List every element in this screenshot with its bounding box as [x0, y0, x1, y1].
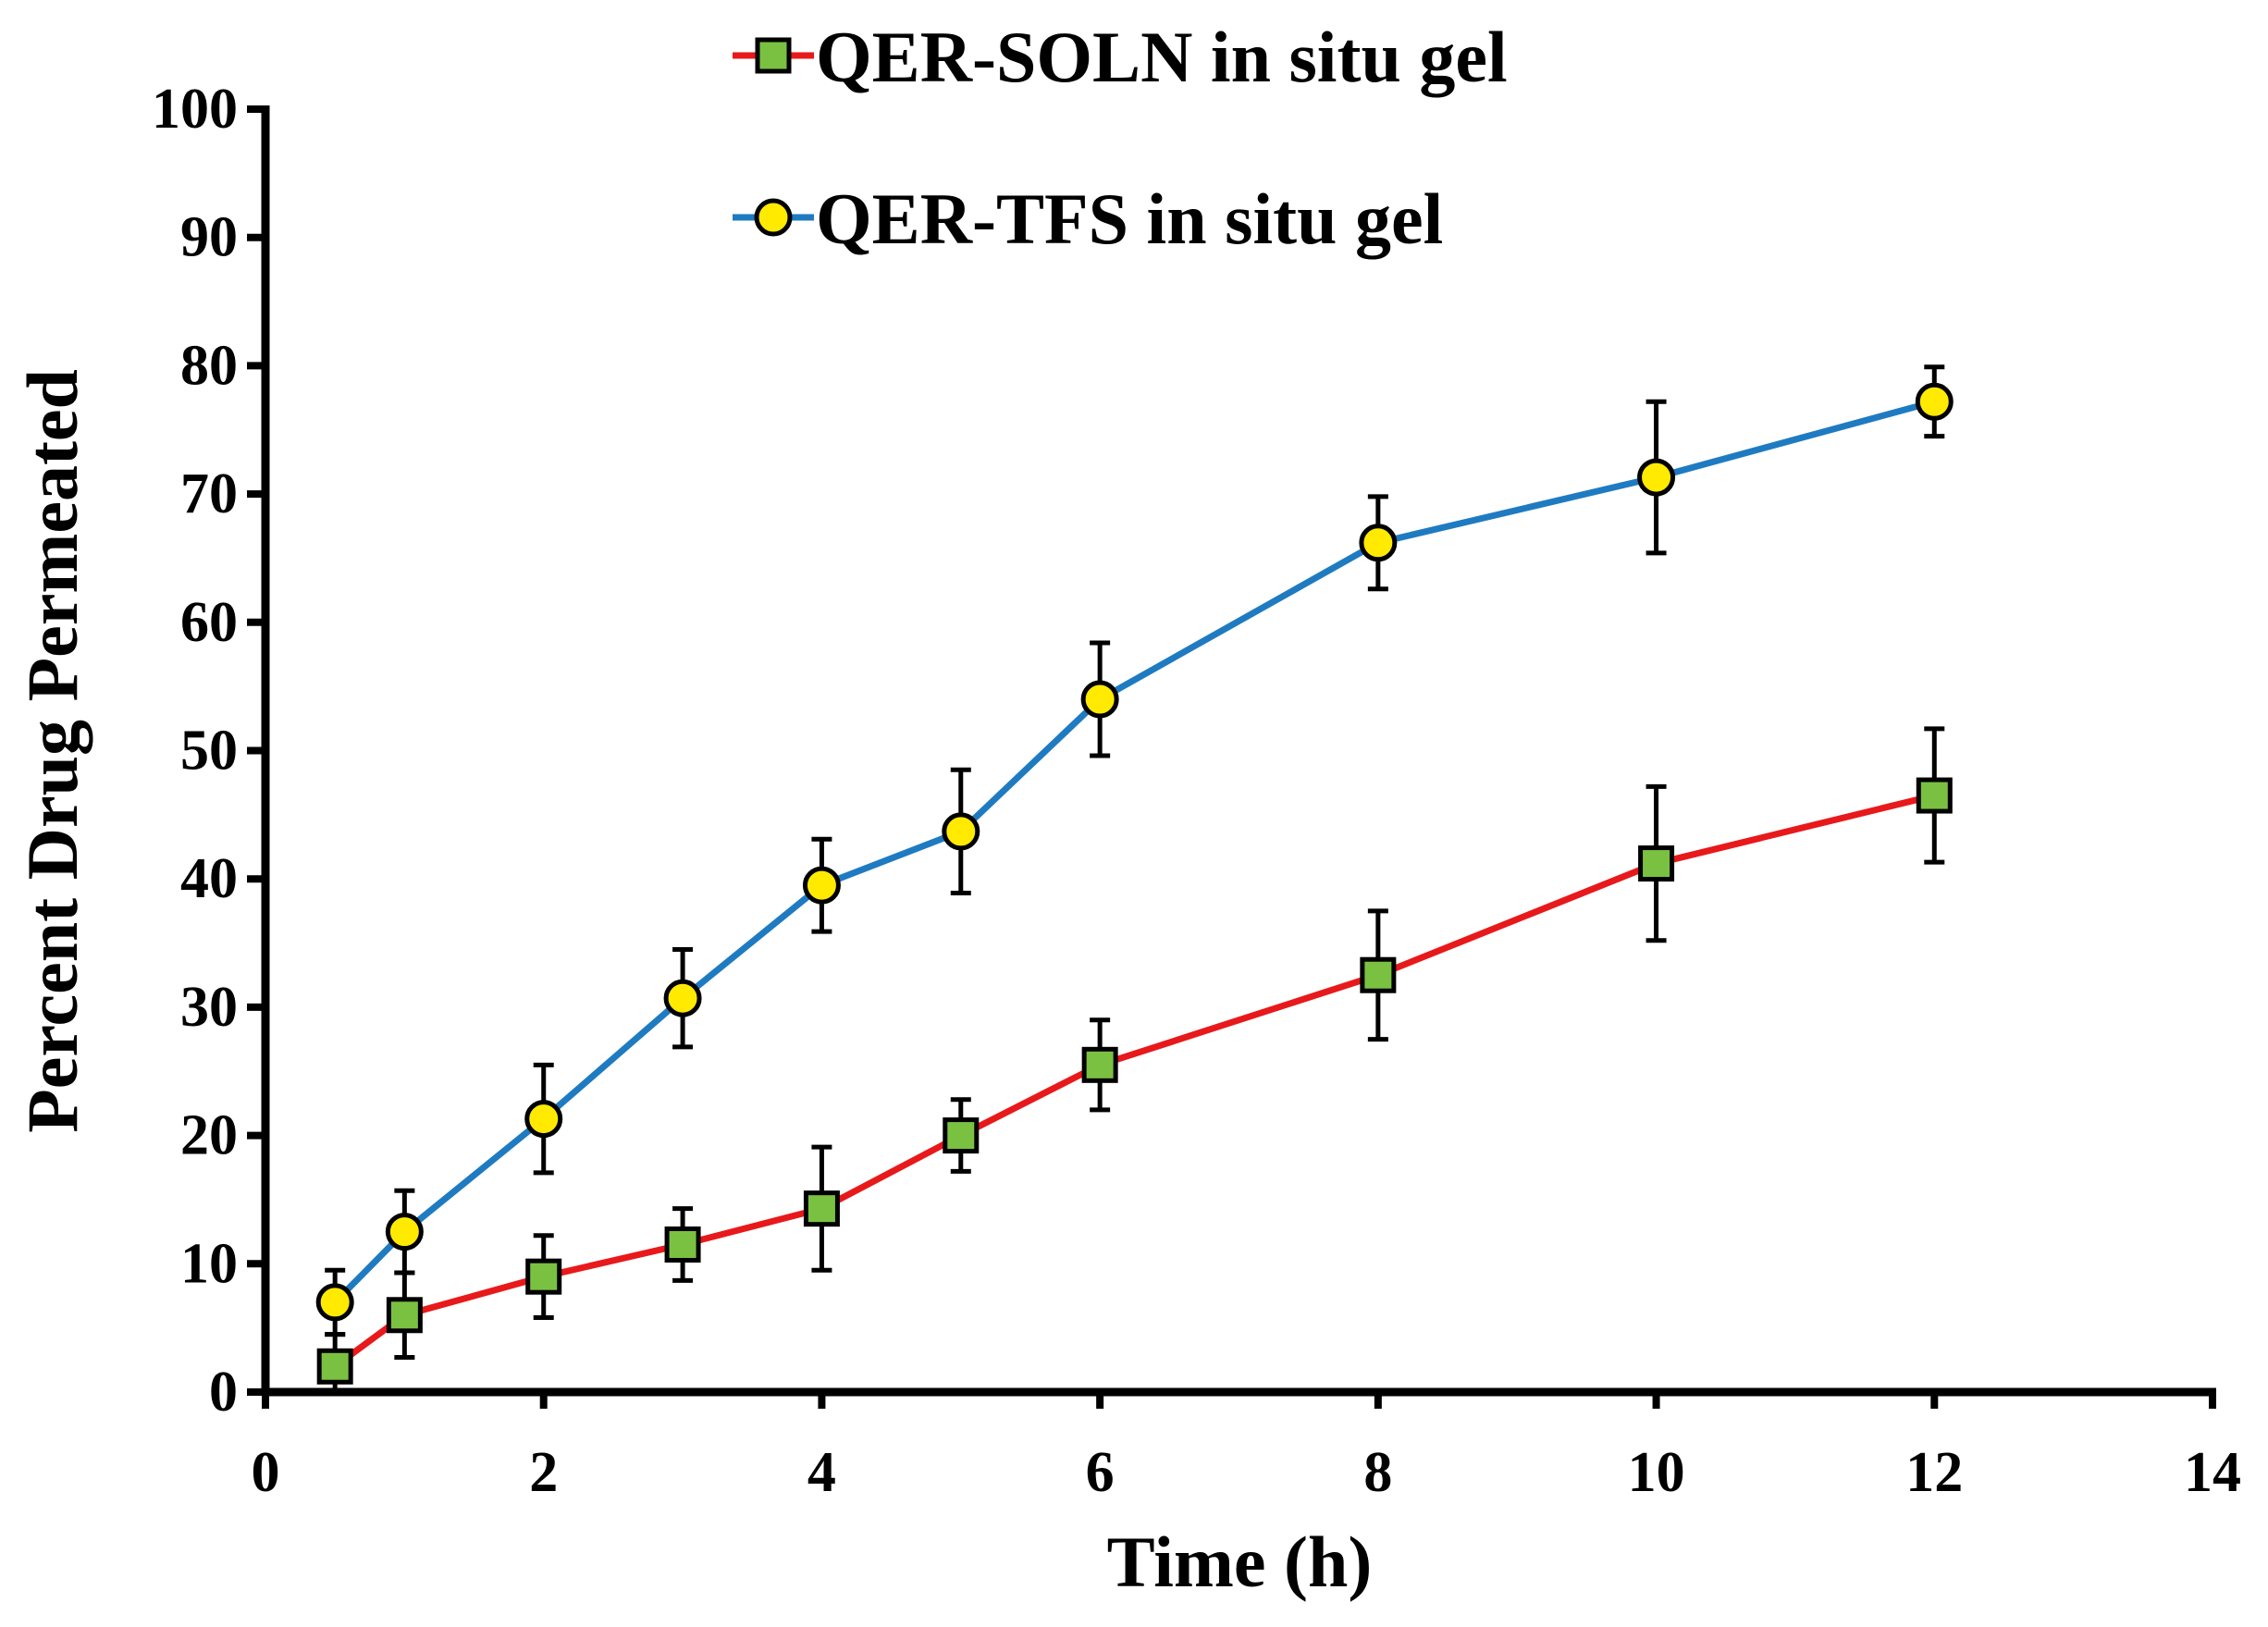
x-tick-label: 6 [1086, 1441, 1115, 1504]
data-point-circle [942, 812, 980, 851]
x-tick-label: 8 [1363, 1441, 1392, 1504]
data-point-square [386, 1297, 423, 1334]
data-point-square [1638, 845, 1675, 882]
legend-marker-square [755, 37, 792, 74]
data-point-square [525, 1258, 562, 1295]
legend-label: QER-TFS in situ gel [816, 179, 1443, 259]
y-tick-label: 20 [180, 1104, 238, 1167]
data-point-square [1360, 956, 1397, 993]
y-axis-title: Percent Drug Permeated [12, 369, 92, 1133]
data-point-circle [1637, 458, 1676, 497]
y-tick-label: 40 [180, 847, 238, 910]
y-tick-label: 70 [180, 462, 238, 525]
y-tick-label: 80 [180, 334, 238, 397]
data-point-square [943, 1117, 980, 1154]
x-tick-label: 0 [252, 1441, 280, 1504]
data-point-circle [315, 1283, 354, 1322]
series-2 [315, 364, 1954, 1337]
data-point-circle [1080, 680, 1119, 719]
data-point-circle [663, 979, 702, 1017]
y-tick-label: 0 [209, 1361, 238, 1424]
legend-label: QER-SOLN in situ gel [816, 17, 1508, 97]
series-1 [316, 726, 1953, 1395]
x-tick-label: 10 [1628, 1441, 1685, 1504]
series-line [332, 398, 1936, 1305]
plot-area [315, 364, 1954, 1395]
y-tick-label: 10 [180, 1232, 238, 1295]
y-tick-label: 60 [180, 591, 238, 654]
x-tick-label: 2 [529, 1441, 558, 1504]
x-axis-title: Time (h) [1107, 1522, 1373, 1602]
y-tick-label: 90 [180, 206, 238, 269]
data-point-square [1916, 777, 1953, 814]
y-tick-label: 30 [180, 976, 238, 1039]
x-tick-label: 12 [1905, 1441, 1963, 1504]
data-point-circle [385, 1213, 424, 1251]
legend-entry-2: QER-TFS in situ gel [733, 179, 1443, 259]
data-point-square [803, 1190, 840, 1227]
data-point-circle [1359, 524, 1398, 562]
x-tick-label: 4 [807, 1441, 836, 1504]
legend: QER-SOLN in situ gel QER-TFS in situ gel [733, 17, 1508, 259]
data-point-circle [1915, 382, 1954, 421]
data-point-square [664, 1226, 701, 1263]
y-tick-label: 100 [152, 78, 238, 141]
x-tick-label: 14 [2184, 1441, 2241, 1504]
axes: 0 10 20 30 40 50 60 70 80 90 100 0 2 4 6 8 10 12 14 Time (h… [12, 78, 2241, 1602]
y-tick-label: 50 [180, 720, 238, 783]
data-point-square [1081, 1046, 1118, 1083]
series-line [333, 792, 1936, 1370]
legend-marker-circle [754, 198, 793, 237]
data-point-square [316, 1348, 353, 1385]
data-point-circle [524, 1100, 563, 1139]
legend-entry-1: QER-SOLN in situ gel [733, 17, 1508, 97]
data-point-circle [802, 866, 841, 905]
